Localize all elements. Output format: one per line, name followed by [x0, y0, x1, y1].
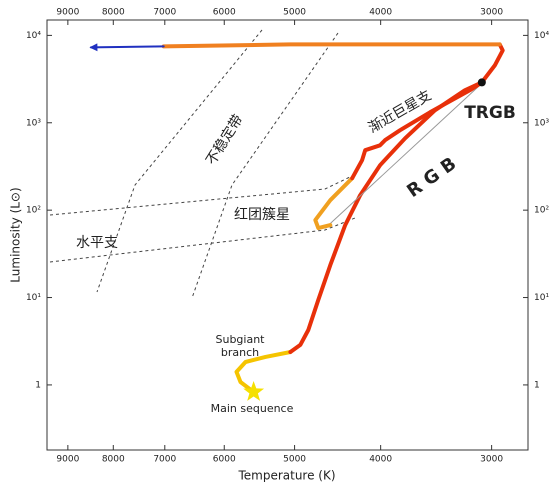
x-tick-label: 5000 — [283, 455, 306, 465]
track — [288, 42, 505, 354]
y-tick-label: 10³ — [26, 118, 41, 128]
y-tick-label: 10² — [534, 206, 549, 216]
y-tick-label: 1 — [534, 380, 540, 390]
x-tick-label: 3000 — [480, 455, 503, 465]
track — [234, 350, 293, 394]
plot-frame — [46, 19, 529, 451]
x-tick-label: 6000 — [213, 8, 236, 18]
point — [477, 78, 486, 87]
track — [324, 84, 481, 229]
y-tick-label: 10⁴ — [534, 31, 549, 41]
point — [243, 381, 265, 401]
track — [313, 176, 355, 231]
track — [350, 80, 484, 181]
point-label: Main sequence — [211, 402, 294, 415]
x-tick-label: 9000 — [56, 455, 79, 465]
x-tick-label: 4000 — [369, 8, 392, 18]
x-tick-label: 5000 — [283, 8, 306, 18]
annotation: Subgiant — [215, 333, 265, 346]
track — [161, 42, 502, 49]
y-tick-label: 10² — [26, 206, 41, 216]
x-tick-label: 7000 — [153, 8, 176, 18]
annotation: 不稳定带 — [203, 112, 246, 168]
x-tick-label: 8000 — [102, 455, 125, 465]
x-tick-label: 3000 — [480, 8, 503, 18]
y-axis-label: Luminosity (L⊙) — [9, 187, 23, 282]
y-tick-label: 10⁴ — [26, 31, 41, 41]
hb-band — [49, 217, 356, 263]
track — [89, 43, 165, 52]
x-axis-label: Temperature (K) — [237, 469, 335, 483]
annotation: branch — [221, 346, 259, 359]
x-tick-label: 7000 — [153, 455, 176, 465]
annotation: 红团簇星 — [234, 207, 290, 223]
x-tick-label: 4000 — [369, 455, 392, 465]
annotation: R G B — [403, 153, 460, 202]
x-tick-label: 9000 — [56, 8, 79, 18]
y-tick-label: 1 — [35, 380, 41, 390]
y-tick-label: 10³ — [534, 118, 549, 128]
point-label: TRGB — [464, 103, 516, 123]
annotation: 水平支 — [76, 235, 118, 251]
strip-edge — [96, 29, 263, 293]
x-tick-label: 8000 — [102, 8, 125, 18]
hb-band — [49, 175, 353, 216]
x-tick-label: 6000 — [213, 455, 236, 465]
y-tick-label: 10¹ — [26, 293, 41, 303]
y-tick-label: 10¹ — [534, 293, 549, 303]
strip-edge — [191, 32, 339, 299]
